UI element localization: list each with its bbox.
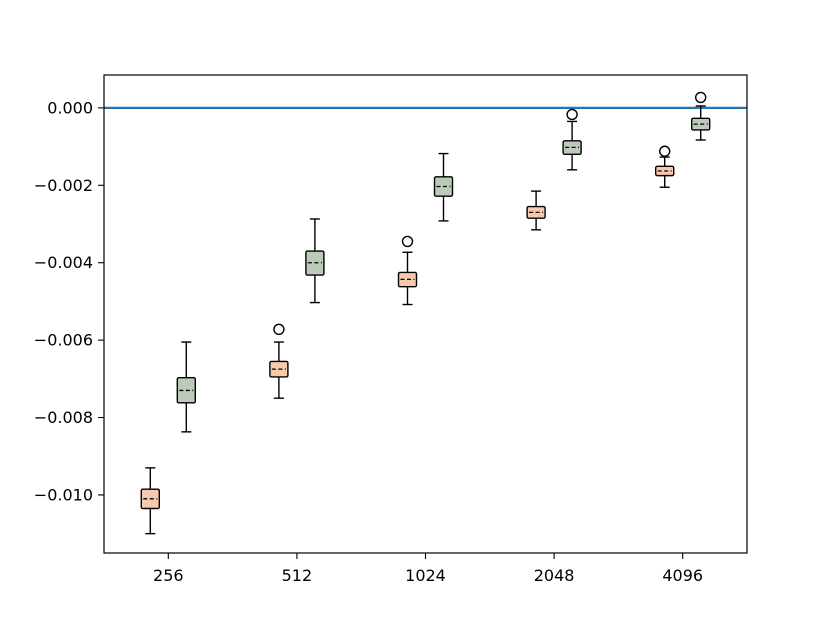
box-0-2048 (526, 190, 546, 231)
box-1-1024 (433, 152, 454, 222)
x-tick-label: 512 (282, 566, 313, 585)
y-tick-label: −0.006 (34, 331, 93, 350)
outlier-point (695, 91, 707, 104)
outlier-point (659, 145, 671, 157)
box-0-1024 (397, 235, 418, 306)
y-tick-label: −0.010 (34, 485, 93, 504)
box-0-4096 (655, 145, 675, 188)
axes: 0.000 −0.002 −0.004 −0.006 −0.008 −0.010 256 51… (34, 74, 748, 585)
outlier-point (401, 235, 414, 248)
box-1-4096 (691, 91, 711, 141)
box-1-256 (176, 341, 197, 433)
x-tick-label: 2048 (534, 566, 575, 585)
outlier-point (273, 323, 285, 335)
box-1-2048 (562, 108, 582, 171)
y-tick-label: 0.000 (47, 98, 93, 117)
y-tick-label: −0.008 (34, 408, 93, 427)
plot-marks (104, 91, 747, 535)
plot-frame (103, 74, 748, 554)
x-tick-label: 4096 (662, 566, 703, 585)
x-tick-label: 256 (153, 566, 184, 585)
box-0-512 (269, 323, 289, 399)
outlier-point (566, 108, 578, 121)
x-tick-label: 1024 (405, 566, 446, 585)
y-tick-label: −0.002 (34, 176, 93, 195)
box-1-512 (305, 218, 325, 304)
y-tick-label: −0.004 (34, 253, 93, 272)
box-0-256 (140, 467, 161, 535)
